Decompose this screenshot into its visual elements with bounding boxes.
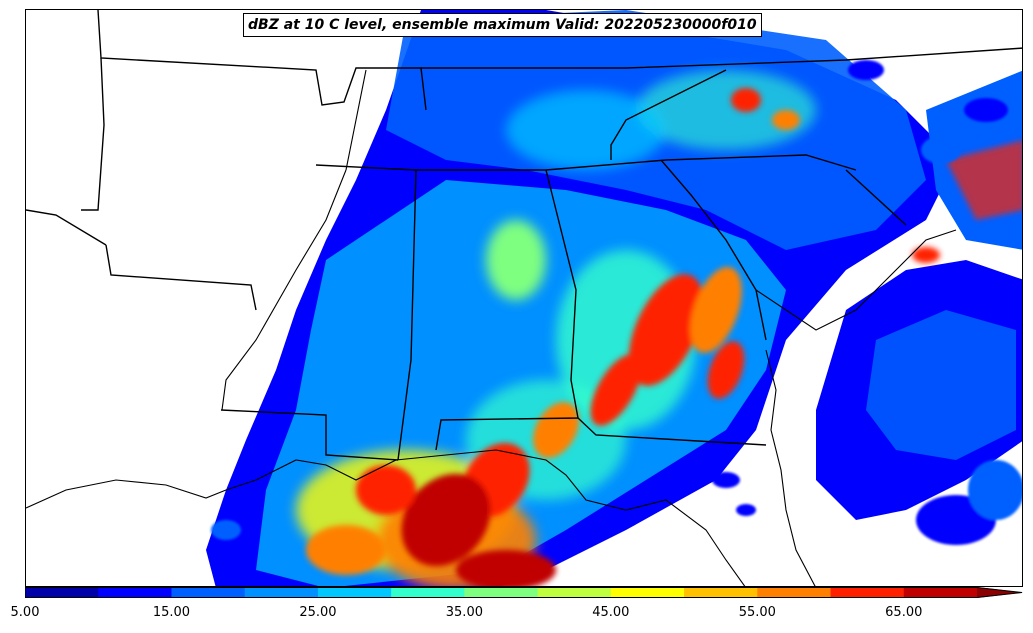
colorbar-segment bbox=[171, 587, 246, 598]
colorbar-segment bbox=[757, 587, 832, 598]
colorbar-tick-label: 55.00 bbox=[738, 605, 776, 620]
colorbar bbox=[25, 587, 1023, 598]
colorbar-segment bbox=[244, 587, 319, 598]
colorbar-tick-label: 5.00 bbox=[10, 605, 40, 620]
colorbar-tick-label: 25.00 bbox=[299, 605, 337, 620]
colorbar-segment bbox=[391, 587, 465, 598]
colorbar-extend-arrow bbox=[977, 587, 1023, 598]
map-panel bbox=[25, 9, 1023, 587]
ne-core bbox=[946, 140, 1022, 220]
colorbar-tick-label: 35.00 bbox=[445, 605, 483, 620]
colorbar-tick-label: 15.00 bbox=[152, 605, 191, 620]
state-borders bbox=[26, 10, 1022, 461]
core-sharp bbox=[306, 88, 940, 586]
coastlines bbox=[26, 69, 957, 586]
east-cells-inner bbox=[866, 310, 1016, 460]
colorbar-segment bbox=[830, 587, 905, 598]
map-title: dBZ at 10 C level, ensemble maximum Vali… bbox=[243, 13, 762, 37]
colorbar-segment bbox=[684, 587, 758, 598]
colorbar-tick-label: 65.00 bbox=[885, 605, 923, 620]
colorbar-segment bbox=[98, 587, 172, 598]
colorbar-outline bbox=[25, 587, 1023, 598]
scattered-cells bbox=[211, 60, 1022, 545]
colorbar-segment bbox=[610, 587, 685, 598]
colorbar-segment bbox=[537, 587, 612, 598]
radar-map bbox=[26, 10, 1022, 586]
reflectivity-field bbox=[206, 10, 1022, 586]
colorbar-segment bbox=[25, 587, 99, 598]
colorbar-segment bbox=[317, 587, 392, 598]
colorbar-tick-label: 45.00 bbox=[592, 605, 630, 620]
colorbar-segment bbox=[464, 587, 539, 598]
colorbar-segment bbox=[903, 587, 978, 598]
